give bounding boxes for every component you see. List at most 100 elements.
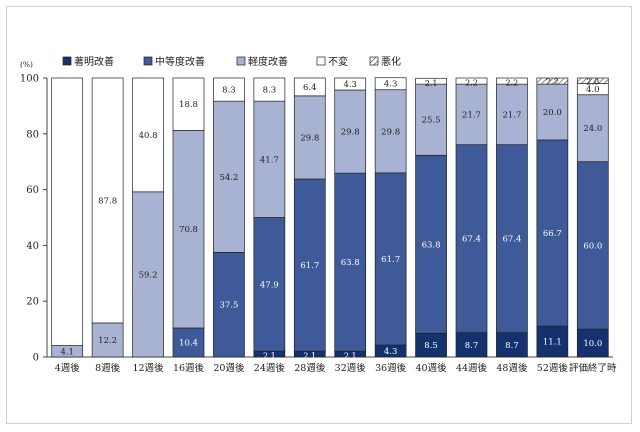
- bar-segment: [415, 77, 447, 85]
- legend-swatch: [236, 56, 246, 66]
- data-label: 37.5: [219, 301, 238, 311]
- data-label: 2.2: [506, 79, 519, 88]
- bar-segment: [576, 77, 609, 84]
- bar-segment: [172, 327, 205, 358]
- bar-segment: [293, 77, 326, 97]
- bar-segment: [374, 172, 407, 346]
- data-label: 61.7: [381, 255, 400, 265]
- bar-segment: [576, 328, 609, 358]
- data-label: 2.1: [303, 352, 316, 361]
- bar-segment: [132, 191, 164, 358]
- data-label: 4.0: [586, 85, 600, 95]
- bar-segment: [293, 95, 326, 180]
- data-label: 8.7: [505, 341, 519, 351]
- data-label: 4.3: [343, 80, 357, 90]
- bar-segment: [455, 144, 488, 334]
- bar-segment: [51, 77, 84, 346]
- data-label: 59.2: [139, 270, 158, 280]
- bar-segment: [455, 77, 488, 85]
- bar-segment: [496, 83, 528, 146]
- x-tick-label: 8週後: [95, 362, 121, 374]
- data-label: 4.3: [384, 80, 398, 90]
- data-label: 25.5: [422, 116, 441, 126]
- x-tick-label: 12週後: [133, 362, 165, 374]
- x-tick-label: 36週後: [375, 362, 407, 374]
- bar-segment: [496, 332, 528, 358]
- data-label: 21.7: [502, 110, 521, 120]
- legend-swatch: [316, 56, 326, 66]
- legend-label: 不変: [328, 55, 348, 68]
- bar-segment: [455, 83, 488, 146]
- data-label: 20.0: [543, 108, 562, 118]
- x-tick-label: 4週後: [55, 362, 81, 374]
- bar-segment: [374, 77, 407, 91]
- data-label: 40.8: [139, 131, 158, 141]
- data-label: 8.7: [465, 341, 479, 351]
- data-label: 47.9: [260, 280, 279, 290]
- bar-segment: [415, 154, 447, 334]
- data-label: 2.2: [465, 79, 478, 88]
- data-label: 6.4: [303, 83, 317, 93]
- data-label: 41.7: [260, 155, 279, 165]
- bar-segment: [132, 77, 164, 193]
- data-label: 2.0: [586, 78, 599, 87]
- data-label: 21.7: [462, 110, 481, 120]
- y-tick-label: 0: [33, 353, 39, 364]
- x-tick-label: 16週後: [173, 362, 205, 374]
- data-label: 8.5: [424, 341, 438, 351]
- y-tick-label: 60: [26, 185, 39, 196]
- data-label: 63.8: [422, 240, 441, 250]
- y-tick-label: 40: [26, 241, 39, 252]
- bar-segment: [576, 161, 609, 330]
- bar-segment: [213, 252, 245, 358]
- data-label: 24.0: [583, 124, 602, 134]
- bar-segment: [576, 94, 609, 163]
- data-label: 61.7: [300, 261, 319, 271]
- x-tick-label: 40週後: [416, 362, 448, 374]
- legend-label: 軽度改善: [248, 55, 288, 68]
- bar-segment: [293, 178, 326, 352]
- data-label: 10.4: [179, 338, 198, 348]
- data-label: 4.3: [384, 347, 398, 357]
- y-tick-label: 100: [20, 74, 39, 85]
- legend-swatch: [369, 56, 379, 66]
- bar-segment: [253, 217, 286, 352]
- y-unit-label: (%): [20, 60, 33, 69]
- data-label: 70.8: [179, 225, 198, 235]
- x-tick-label: 44週後: [456, 362, 488, 374]
- x-tick-label: 52週後: [537, 362, 569, 374]
- data-label: 67.4: [462, 235, 481, 245]
- data-label: 2.2: [546, 78, 559, 87]
- bar-segment: [172, 130, 205, 329]
- data-label: 12.2: [98, 336, 117, 346]
- legend-label: 著明改善: [74, 55, 114, 68]
- data-label: 29.8: [300, 133, 319, 143]
- legend-label: 中等度改善: [155, 55, 205, 68]
- x-tick-label: 評価終了時: [569, 362, 617, 374]
- data-label: 11.1: [543, 338, 562, 348]
- bar-segment: [334, 77, 367, 91]
- data-label: 4.1: [60, 347, 74, 357]
- y-tick-label: 80: [26, 129, 39, 140]
- x-tick-label: 24週後: [254, 362, 286, 374]
- x-tick-label: 28週後: [294, 362, 326, 374]
- legend-label: 悪化: [381, 55, 401, 68]
- data-label: 63.8: [341, 258, 360, 268]
- bar-segment: [253, 77, 286, 102]
- data-label: 8.3: [222, 86, 236, 96]
- bar-segment: [496, 77, 528, 85]
- data-label: 87.8: [98, 196, 117, 206]
- data-label: 2.1: [425, 79, 438, 88]
- data-label: 54.2: [219, 173, 238, 183]
- x-tick-label: 32週後: [335, 362, 367, 374]
- bar-segment: [213, 100, 245, 253]
- data-label: 60.0: [583, 241, 602, 251]
- bar-segment: [91, 77, 124, 324]
- legend-swatch: [143, 56, 153, 66]
- chart-frame: 0 20 40 60 80 100 (%) 4週後 8週後 12週後 16週後 20週後 24週後 28週…: [6, 6, 632, 424]
- y-tick-label: 20: [26, 297, 39, 308]
- data-label: 8.3: [263, 86, 277, 96]
- data-label: 66.7: [543, 229, 562, 239]
- bar-segment: [213, 77, 245, 102]
- data-label: 29.8: [381, 127, 400, 137]
